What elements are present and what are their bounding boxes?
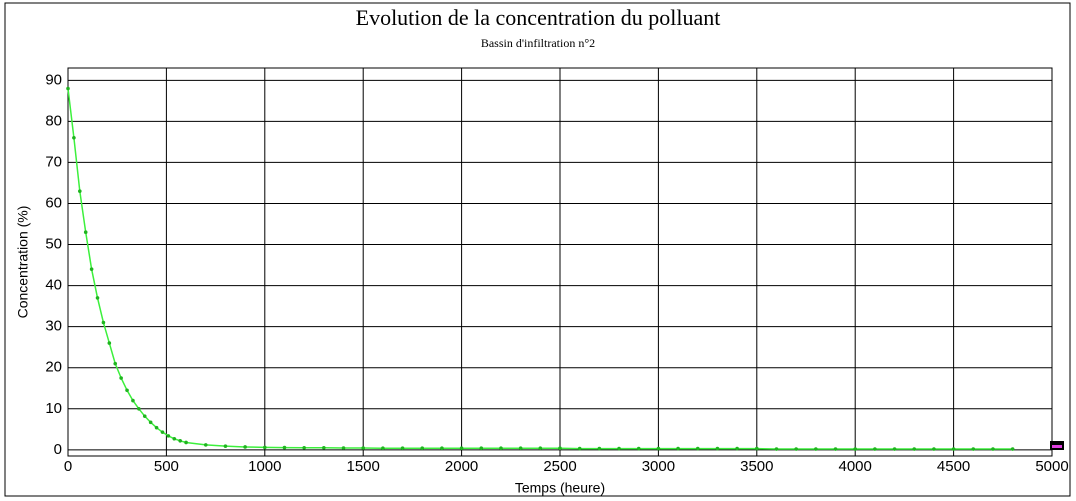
data-point xyxy=(160,430,165,434)
data-point xyxy=(873,447,877,451)
x-axis-label: Temps (heure) xyxy=(515,480,605,496)
data-point xyxy=(113,361,118,366)
x-tick-label: 4000 xyxy=(839,458,872,475)
data-point xyxy=(172,436,177,441)
data-point xyxy=(101,320,106,325)
data-point xyxy=(381,446,385,450)
y-tick-label: 50 xyxy=(45,236,62,253)
data-point xyxy=(656,446,661,451)
data-point xyxy=(302,445,306,450)
y-tick-label: 30 xyxy=(45,318,62,335)
data-point xyxy=(695,446,700,451)
data-point xyxy=(282,445,287,450)
data-point xyxy=(131,398,135,403)
chart-subtitle: Bassin d'infiltration n°2 xyxy=(481,36,595,50)
data-point xyxy=(243,445,247,449)
data-point xyxy=(89,267,94,271)
data-point xyxy=(833,447,838,451)
data-point xyxy=(518,446,523,450)
data-point xyxy=(814,447,818,451)
data-point xyxy=(951,447,956,451)
cursor-inner xyxy=(1052,445,1062,448)
data-point xyxy=(83,230,88,235)
data-point xyxy=(479,446,484,450)
x-tick-label: 3000 xyxy=(642,458,675,475)
data-point xyxy=(72,135,76,140)
data-point xyxy=(361,446,366,450)
data-point xyxy=(119,376,123,380)
y-tick-label: 10 xyxy=(45,400,62,417)
data-point xyxy=(715,446,720,451)
y-axis-label: Concentration (%) xyxy=(15,206,31,319)
y-tick-label: 20 xyxy=(45,359,62,376)
data-point xyxy=(1010,447,1015,451)
data-point xyxy=(912,447,917,451)
data-point xyxy=(400,446,405,450)
data-point xyxy=(991,447,995,451)
x-tick-label: 5000 xyxy=(1035,458,1068,475)
data-point xyxy=(774,447,779,451)
data-point xyxy=(148,420,153,425)
x-tick-label: 1500 xyxy=(347,458,380,475)
y-tick-label: 60 xyxy=(45,194,62,211)
data-point xyxy=(676,446,680,451)
data-point xyxy=(558,446,562,450)
y-tick-label: 40 xyxy=(45,277,62,294)
y-tick-label: 90 xyxy=(45,71,62,88)
data-point xyxy=(617,446,621,451)
data-point xyxy=(178,439,182,443)
data-point xyxy=(137,406,141,411)
data-point xyxy=(166,434,171,438)
data-point xyxy=(735,446,739,451)
data-point xyxy=(597,446,602,451)
x-tick-label: 2000 xyxy=(445,458,478,475)
data-point xyxy=(499,446,503,450)
x-tick-label: 1000 xyxy=(248,458,281,475)
data-point xyxy=(66,86,70,91)
data-point xyxy=(263,445,267,450)
data-point xyxy=(538,446,543,450)
data-point xyxy=(794,447,798,451)
data-point xyxy=(154,425,159,430)
data-point xyxy=(636,446,641,451)
x-tick-label: 3500 xyxy=(740,458,773,475)
data-point xyxy=(577,446,582,451)
data-point xyxy=(892,447,897,451)
data-point xyxy=(95,296,100,300)
x-tick-label: 2500 xyxy=(543,458,576,475)
data-point xyxy=(223,444,228,448)
data-point xyxy=(184,440,188,445)
x-tick-label: 500 xyxy=(154,458,179,475)
y-tick-label: 0 xyxy=(54,441,62,458)
x-tick-label: 0 xyxy=(64,458,72,475)
x-tick-label: 4500 xyxy=(937,458,970,475)
data-point xyxy=(853,447,857,451)
data-point xyxy=(322,445,326,450)
data-point xyxy=(420,446,425,450)
y-tick-label: 70 xyxy=(45,153,62,170)
data-point xyxy=(755,446,759,451)
data-point xyxy=(78,189,82,193)
data-point xyxy=(971,447,976,451)
data-point xyxy=(459,446,464,450)
y-tick-label: 80 xyxy=(45,112,62,129)
data-point xyxy=(107,341,112,345)
data-point xyxy=(440,446,444,450)
data-point xyxy=(341,446,346,450)
data-point xyxy=(142,414,147,418)
data-point xyxy=(932,447,936,451)
data-point xyxy=(125,388,129,393)
data-point xyxy=(203,443,208,447)
chart-title: Evolution de la concentration du polluan… xyxy=(356,5,721,30)
